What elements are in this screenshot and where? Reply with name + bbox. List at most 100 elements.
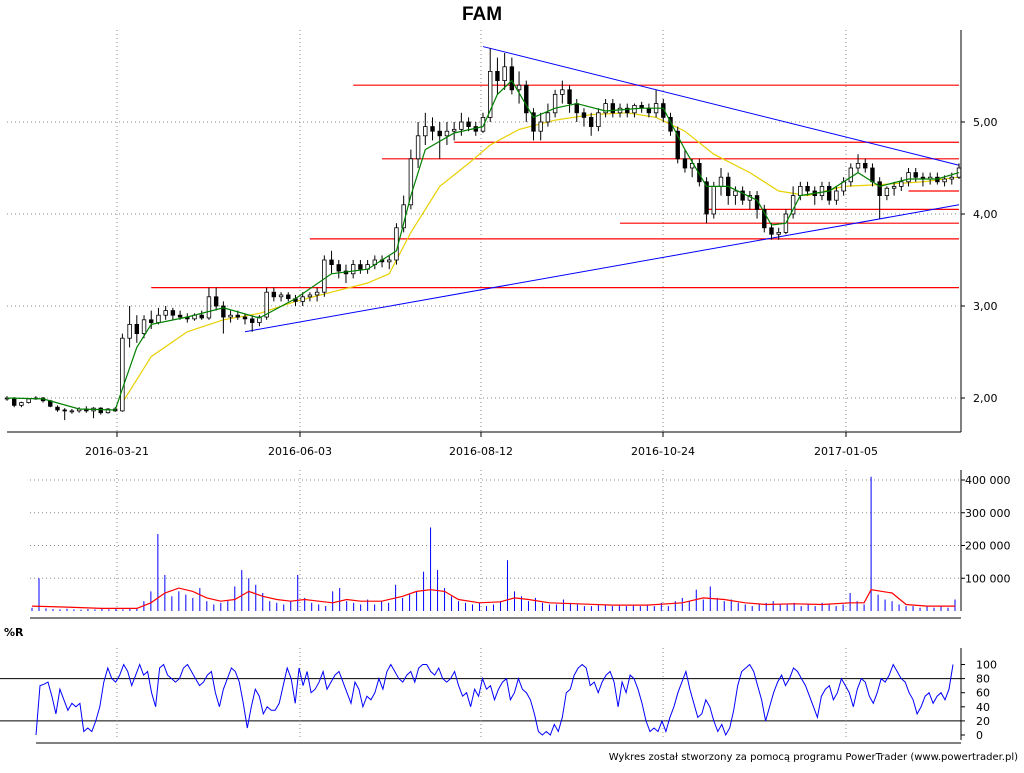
candle (19, 401, 24, 408)
candle-body (524, 84, 529, 114)
candle (567, 85, 572, 113)
candle (740, 186, 745, 205)
candle-body (250, 318, 255, 323)
candle-body (610, 103, 616, 114)
candle-body (307, 294, 313, 298)
candle-body (415, 135, 421, 160)
candle-body (444, 130, 450, 137)
candle (545, 103, 551, 127)
candle (834, 186, 839, 205)
williams-r-y-tick-label: 20 (976, 715, 990, 728)
candle-body (105, 408, 111, 414)
candle-body (538, 121, 543, 132)
candle-body (495, 71, 500, 82)
candle (430, 117, 435, 141)
candle-body (834, 190, 839, 201)
candle-body (206, 296, 212, 319)
volume-y-tick-label: 400 000 (965, 474, 1011, 487)
williams-r-y-tick-label: 60 (976, 687, 990, 700)
candle (350, 260, 356, 279)
candle-body (884, 187, 890, 197)
candle-body (350, 264, 356, 275)
candle-body (899, 181, 904, 187)
trend-line (482, 46, 960, 166)
candle (466, 117, 471, 132)
candle-body (581, 112, 587, 118)
candle (286, 292, 291, 302)
candle (711, 181, 716, 219)
candle-body (120, 337, 125, 412)
moving-average-long-line (121, 112, 960, 403)
candle-body (877, 181, 882, 197)
candle-body (718, 176, 724, 187)
candle (826, 181, 832, 205)
candle (358, 260, 363, 274)
candle (819, 181, 825, 201)
candle-body (762, 208, 767, 229)
chart-title: FAM (462, 4, 502, 25)
volume-y-tick-label: 200 000 (965, 540, 1011, 553)
price-y-tick-label: 5,00 (973, 116, 998, 129)
candle (884, 186, 890, 201)
candle-body (98, 407, 103, 414)
candle (127, 306, 132, 348)
candle-body (466, 121, 471, 127)
candle-body (408, 158, 414, 206)
candle-body (170, 310, 176, 316)
candle (855, 154, 861, 173)
candle (408, 149, 414, 210)
candle (199, 310, 204, 320)
candle (891, 181, 897, 196)
candle (877, 177, 882, 219)
candle (610, 99, 616, 118)
candle (769, 223, 774, 240)
candle-body (942, 178, 947, 183)
candle-body (776, 231, 781, 235)
candle-body (704, 181, 709, 215)
candle-body (769, 227, 774, 235)
price-y-tick-label: 3,00 (973, 300, 998, 313)
candle (596, 108, 601, 132)
candle (863, 158, 868, 173)
candle (451, 122, 457, 141)
candle (141, 315, 147, 339)
candle-body (300, 296, 305, 302)
candle-body (156, 314, 161, 323)
candle (257, 315, 262, 327)
candle-body (625, 107, 630, 114)
candle (387, 255, 392, 270)
williams-r-y-tick-label: 100 (976, 659, 997, 672)
candle (69, 409, 75, 414)
candle-body (177, 314, 183, 318)
candle-body (19, 402, 24, 406)
candle-body (221, 305, 226, 318)
candle (206, 287, 212, 320)
candle-body (62, 409, 67, 412)
candle-body (740, 190, 745, 201)
candle (415, 122, 421, 168)
candle (762, 204, 767, 233)
candle (509, 57, 515, 95)
candle-body (264, 291, 269, 318)
candle-body (949, 176, 954, 180)
candle (538, 112, 543, 141)
footer-credit: Wykres został stworzony za pomocą progra… (609, 752, 1018, 763)
candle-body (213, 296, 219, 307)
candle (322, 255, 327, 297)
candle (423, 112, 428, 145)
candle (906, 168, 911, 187)
candle-body (711, 185, 716, 215)
price-y-tick-label: 2,00 (973, 392, 998, 405)
candle-body (329, 259, 334, 265)
candle (437, 122, 442, 159)
trend-line (244, 204, 960, 333)
candle (307, 292, 313, 302)
candle (552, 89, 558, 118)
candle-body (906, 172, 911, 183)
candle (776, 227, 781, 240)
candle (588, 112, 594, 136)
candle-body (675, 130, 680, 160)
candle (682, 149, 688, 173)
candle-body (574, 103, 579, 114)
